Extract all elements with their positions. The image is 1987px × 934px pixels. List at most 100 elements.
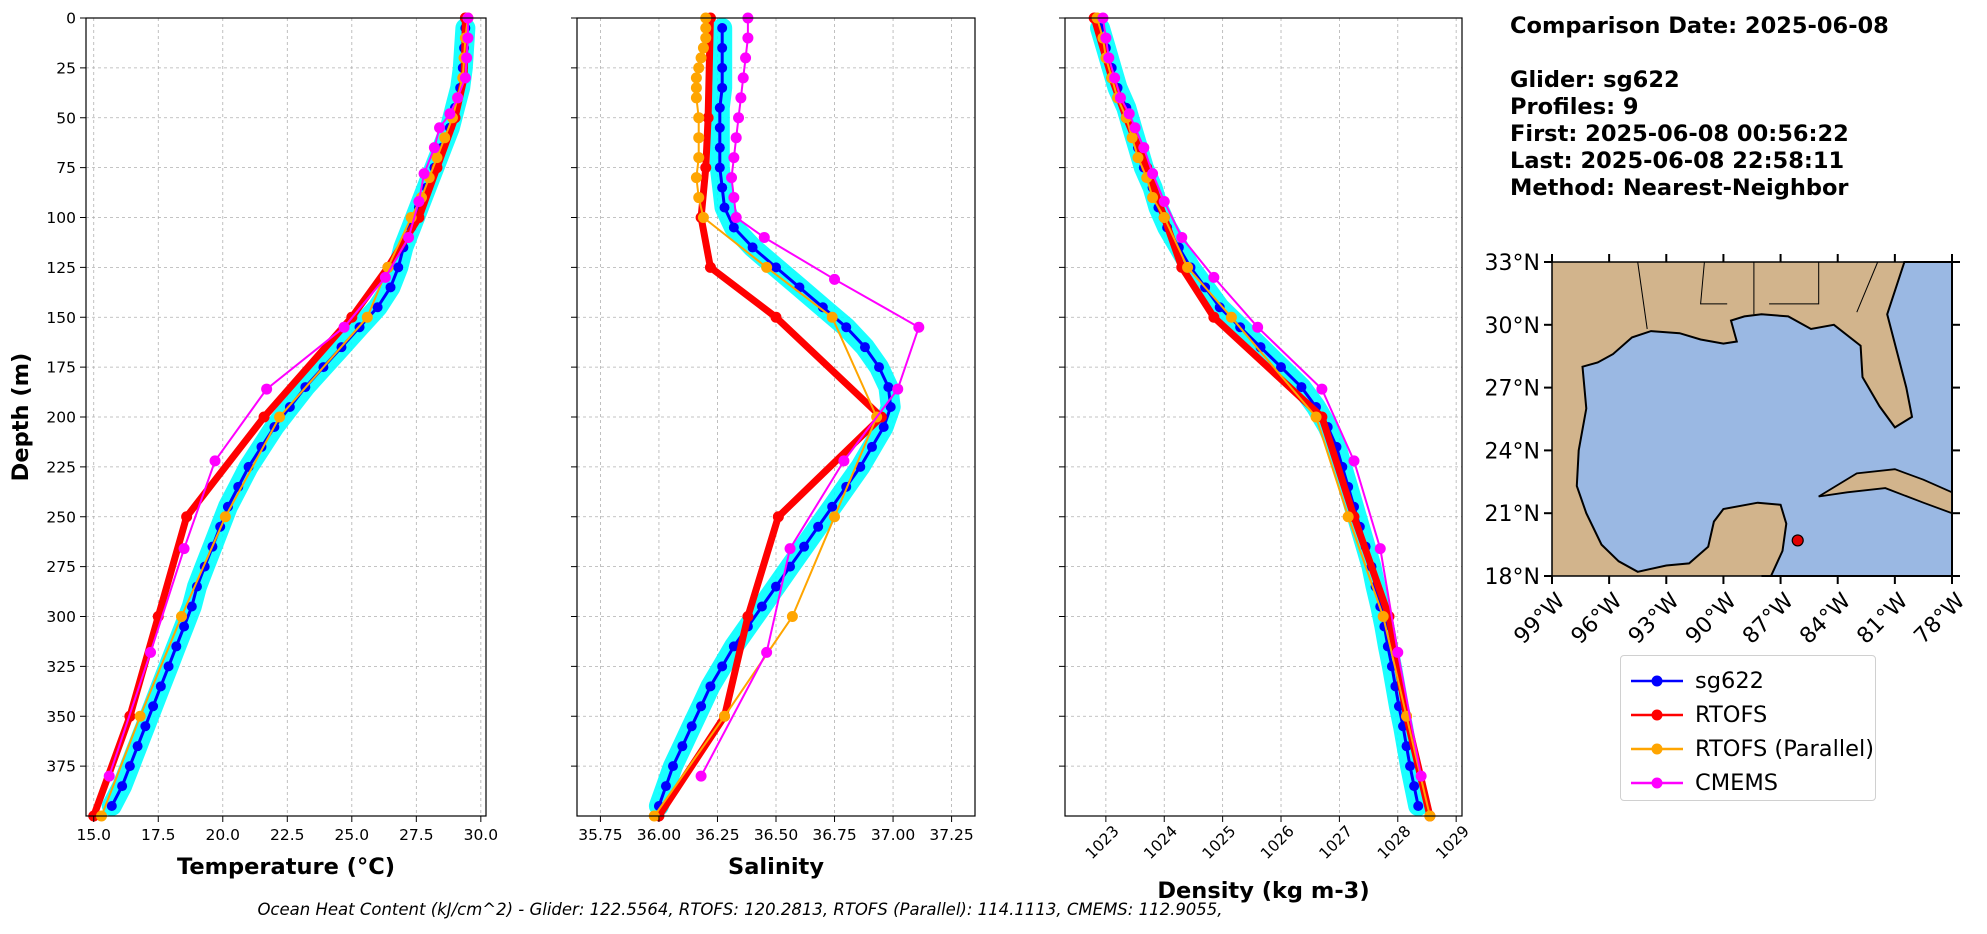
series-point-sg622 [1276, 362, 1287, 373]
series-point-sg622 [660, 781, 671, 792]
x-tick-label: 36.75 [812, 826, 856, 844]
y-tick-label: 25 [56, 59, 76, 77]
y-tick-label: 175 [46, 359, 76, 377]
series-point-rtofs-parallel- [134, 710, 146, 722]
y-tick-label: 200 [46, 409, 76, 427]
series-point-sg622 [186, 601, 197, 612]
lat-tick-label: 27°N [1485, 377, 1540, 402]
series-point-rtofs-parallel- [693, 62, 705, 74]
x-tick-label: 37.00 [871, 826, 915, 844]
y-tick-label: 325 [46, 658, 76, 676]
legend-swatch [1631, 709, 1683, 721]
series-point-cmems [1138, 142, 1150, 154]
series-point-cmems [1208, 271, 1220, 283]
series-point-sg622 [719, 202, 730, 213]
series-point-cmems [728, 192, 740, 204]
legend-item: RTOFS [1621, 698, 1875, 732]
y-tick-label: 150 [46, 309, 76, 327]
x-tick-label: 1023 [1082, 822, 1123, 863]
series-point-cmems [413, 196, 425, 208]
series-point-cmems [145, 646, 157, 658]
x-tick-label: 17.5 [141, 826, 176, 844]
series-point-sg622 [841, 322, 852, 333]
series-point-rtofs-parallel- [693, 192, 705, 204]
series-point-cmems [1103, 52, 1115, 64]
series-point-rtofs-parallel- [274, 411, 286, 423]
series-point-sg622 [714, 162, 725, 173]
x-tick-label: 30.0 [464, 826, 499, 844]
series-point-sg622 [155, 681, 166, 692]
series-point-rtofs [772, 511, 784, 523]
series-point-rtofs-parallel- [700, 32, 712, 44]
series-point-rtofs-parallel- [690, 72, 702, 84]
series-point-sg622 [372, 302, 383, 313]
x-axis-label: Density (kg m-3) [1157, 878, 1369, 904]
series-point-rtofs-parallel- [1342, 511, 1354, 523]
x-tick-label: 1029 [1432, 822, 1473, 863]
series-point-sg622 [855, 461, 866, 472]
series-point-rtofs-parallel- [690, 172, 702, 184]
series-point-sg622 [696, 701, 707, 712]
x-tick-label: 22.5 [270, 826, 305, 844]
y-tick-label: 275 [46, 558, 76, 576]
series-point-cmems [695, 770, 707, 782]
ohc-footer: Ocean Heat Content (kJ/cm^2) - Glider: 1… [257, 900, 1223, 919]
series-point-rtofs-parallel- [1147, 192, 1159, 204]
series-point-rtofs-parallel- [175, 611, 187, 622]
series-point-rtofs-parallel- [1132, 152, 1144, 164]
series-point-sg622 [163, 661, 174, 672]
x-tick-label: 37.25 [929, 826, 973, 844]
series-point-sg622 [717, 62, 728, 73]
series-point-rtofs-parallel- [761, 261, 773, 273]
series-point-cmems [726, 172, 738, 184]
series-point-cmems [838, 455, 850, 467]
state-border [1700, 261, 1728, 305]
lat-tick-label: 24°N [1485, 439, 1540, 464]
series-point-sg622 [866, 441, 877, 452]
series-point-rtofs [742, 611, 754, 622]
series-point-cmems [1158, 196, 1170, 208]
legend-swatch [1631, 675, 1683, 687]
x-axis-label: Temperature (°C) [177, 854, 395, 880]
x-tick-label: 1027 [1316, 822, 1357, 863]
series-point-rtofs-parallel- [690, 92, 702, 104]
series-point-rtofs-parallel- [431, 152, 443, 164]
series-point-rtofs-parallel- [826, 311, 838, 323]
series-point-rtofs-parallel- [219, 511, 231, 523]
series-line-rtofs [90, 17, 469, 818]
info-panel: Comparison Date: 2025-06-08 Glider: sg62… [1510, 13, 1889, 202]
series-point-cmems [418, 168, 430, 180]
series-point-cmems [434, 122, 446, 134]
series-point-rtofs [704, 261, 716, 273]
series-point-cmems [428, 142, 440, 154]
y-tick-label: 375 [46, 758, 76, 776]
series-point-cmems [784, 543, 796, 555]
series-point-sg622 [717, 182, 728, 193]
series-point-sg622 [813, 521, 824, 532]
series-point-sg622 [1405, 761, 1416, 772]
legend-item: RTOFS (Parallel) [1621, 732, 1875, 766]
series-point-cmems [761, 646, 773, 658]
glider-name: Glider: sg622 [1510, 67, 1680, 93]
series-point-cmems [735, 92, 747, 104]
series-point-cmems [338, 321, 350, 333]
series-point-sg622 [885, 402, 896, 413]
series-point-cmems [758, 231, 770, 243]
y-tick-label: 50 [56, 109, 76, 127]
series-point-cmems [1348, 455, 1360, 467]
series-point-sg622 [705, 681, 716, 692]
series-point-cmems [742, 32, 754, 44]
series-point-cmems [1392, 646, 1404, 658]
series-point-rtofs-parallel- [700, 22, 712, 34]
x-tick-label: 36.50 [754, 826, 798, 844]
series-point-sg622 [1413, 801, 1424, 812]
legend: sg622 RTOFS RTOFS (Parallel) CMEMS [1620, 655, 1876, 801]
series-point-sg622 [106, 801, 117, 812]
series-point-sg622 [385, 282, 396, 293]
state-border [1637, 261, 1648, 330]
series-point-sg622 [717, 22, 728, 33]
series-point-cmems [1100, 32, 1112, 44]
series-point-cmems [892, 383, 904, 395]
lon-tick-label: 90°W [1681, 588, 1742, 649]
series-point-cmems [730, 132, 742, 144]
